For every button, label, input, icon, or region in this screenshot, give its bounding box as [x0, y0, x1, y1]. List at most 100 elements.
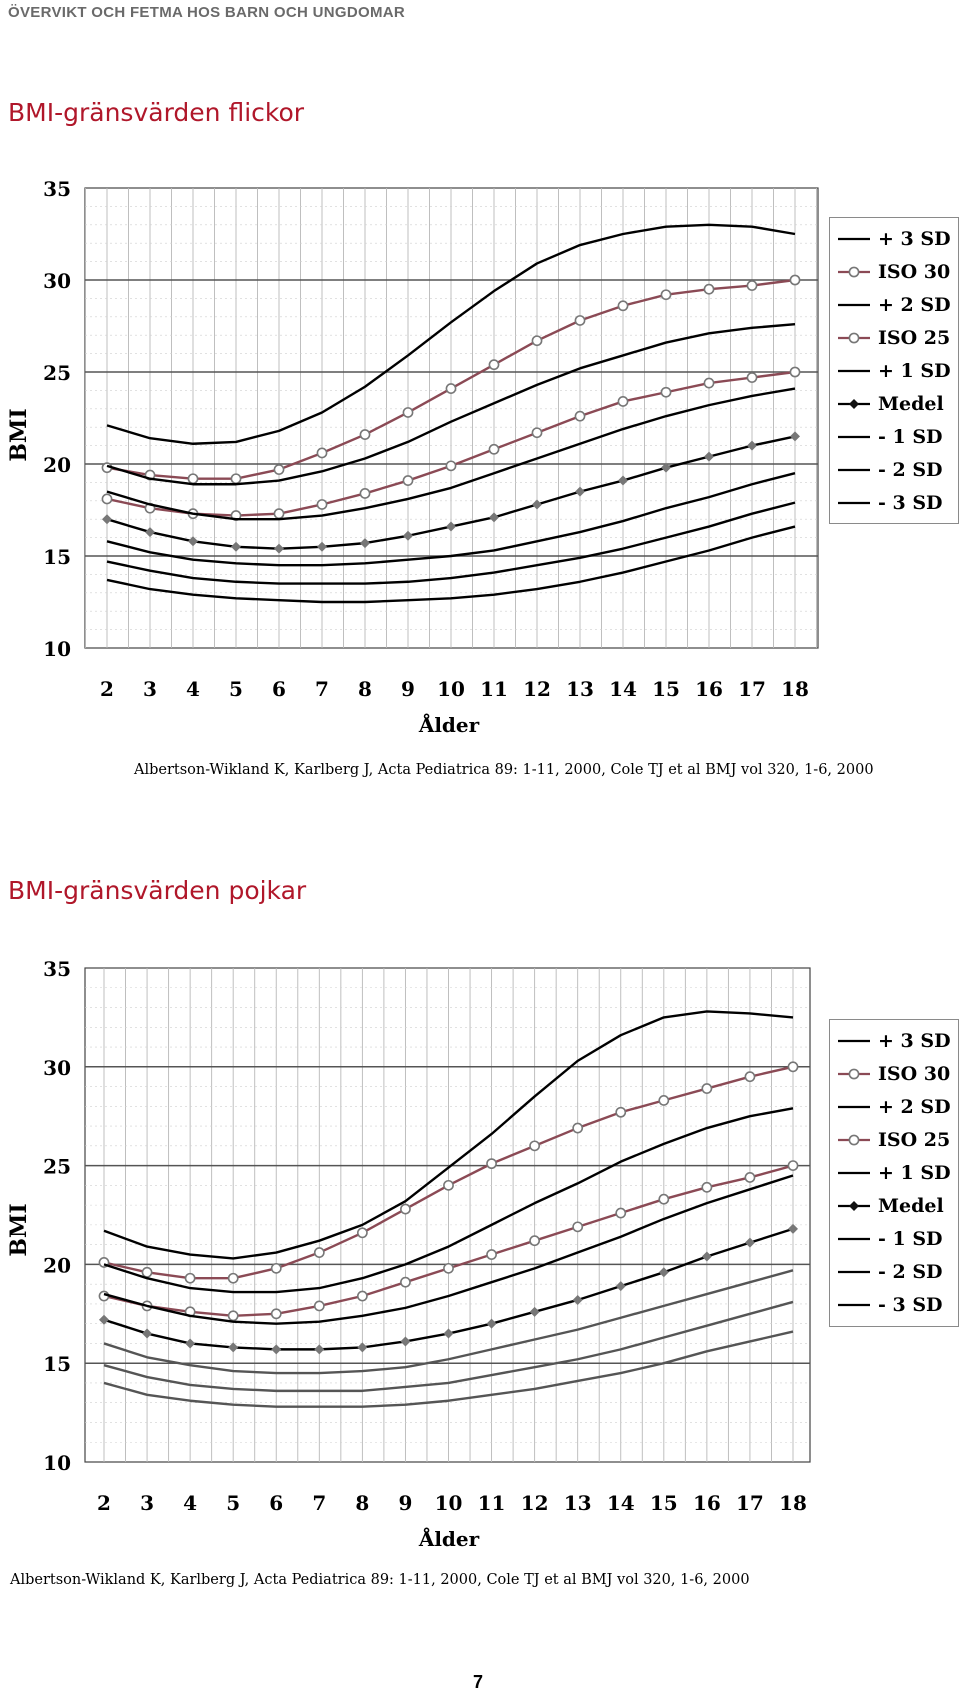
data-point: [270, 1262, 282, 1274]
x-tick-label: 12: [523, 677, 551, 701]
series-iso-30: [101, 274, 801, 485]
series-line: [103, 1269, 794, 1375]
data-point: [227, 1310, 239, 1322]
y-tick-label: 25: [43, 1155, 71, 1179]
data-point: [660, 289, 672, 301]
x-tick-label: 11: [480, 677, 508, 701]
legend-label: + 3 SD: [878, 1030, 951, 1052]
y-tick-label: 10: [43, 1451, 71, 1475]
data-point: [574, 315, 586, 326]
series-3-sd: [103, 1330, 794, 1408]
data-point: [356, 1227, 368, 1239]
data-point: [313, 1300, 325, 1312]
source-citation-boys: Albertson-Wikland K, Karlberg J, Acta Pe…: [10, 1572, 750, 1588]
data-point: [314, 1344, 325, 1355]
legend-swatch: [838, 1134, 870, 1146]
data-point: [618, 475, 628, 486]
series-1-sd: [103, 1269, 794, 1375]
data-point: [615, 1106, 627, 1118]
data-point: [488, 443, 500, 455]
data-point: [529, 1306, 540, 1317]
data-point: [661, 462, 671, 473]
series-line: [103, 1107, 794, 1294]
data-point: [273, 464, 285, 475]
x-tick-label: 13: [566, 677, 594, 701]
data-point: [185, 1338, 196, 1349]
x-tick-label: 14: [609, 677, 637, 701]
legend-swatch: [838, 1270, 870, 1274]
legend-item: + 3 SD: [830, 224, 958, 254]
data-point: [402, 407, 414, 418]
x-tick-label: 2: [100, 677, 114, 701]
legend-label: - 2 SD: [878, 1261, 943, 1283]
legend-item: Medel: [830, 1191, 958, 1221]
data-point: [356, 1290, 368, 1302]
x-tick-label: 5: [226, 1491, 240, 1515]
legend-item: - 2 SD: [830, 1257, 958, 1287]
data-point: [142, 1328, 153, 1339]
x-tick-label: 7: [315, 677, 329, 701]
x-tick-label: 10: [437, 677, 465, 701]
grid: [84, 967, 811, 1463]
legend-item: Medel: [830, 389, 958, 419]
data-point: [488, 359, 500, 371]
legend-swatch: [838, 266, 870, 278]
data-point: [489, 512, 499, 523]
legend-label: + 1 SD: [878, 1162, 951, 1184]
legend-item: - 1 SD: [830, 1224, 958, 1254]
x-tick-label: 9: [398, 1491, 412, 1515]
series-2-sd: [103, 1300, 794, 1393]
data-point: [101, 493, 113, 505]
legend-label: ISO 30: [878, 1063, 951, 1085]
data-point: [529, 1235, 541, 1247]
x-tick-label: 8: [358, 677, 372, 701]
data-point: [188, 536, 198, 547]
data-point: [317, 541, 327, 552]
x-tick-label: 18: [779, 1491, 807, 1515]
y-tick-label: 30: [43, 1056, 71, 1080]
data-point: [274, 543, 284, 554]
legend-label: - 3 SD: [878, 1294, 943, 1316]
series-medel: [99, 1223, 798, 1355]
legend-label: + 2 SD: [878, 1096, 951, 1118]
series-medel: [102, 431, 800, 554]
data-point: [701, 1251, 712, 1262]
data-point: [703, 377, 715, 389]
data-point: [790, 431, 800, 442]
data-point: [227, 1272, 239, 1284]
series-iso-25: [98, 1160, 799, 1322]
y-tick-label: 20: [43, 1253, 71, 1277]
y-tick-label: 15: [43, 545, 71, 569]
legend-swatch: [838, 369, 870, 373]
x-tick-label: 6: [269, 1491, 283, 1515]
y-tick-label: 20: [43, 453, 71, 477]
series-line: [106, 223, 796, 445]
legend-item: ISO 25: [830, 323, 958, 353]
legend-label: + 1 SD: [878, 360, 951, 382]
series-3-sd: [106, 223, 796, 445]
data-point: [400, 1276, 411, 1288]
grid: [84, 187, 819, 649]
legend-swatch: [838, 1303, 870, 1307]
data-point: [141, 1266, 153, 1278]
data-point: [102, 514, 112, 525]
y-tick-label: 10: [43, 637, 71, 661]
x-tick-label: 2: [97, 1491, 111, 1515]
data-point: [443, 1262, 454, 1274]
page-number: 7: [473, 1672, 484, 1692]
y-axis-label: BMI: [6, 1203, 32, 1256]
series-line: [103, 1174, 794, 1325]
series-3-sd: [103, 1010, 794, 1260]
x-tick-label: 15: [650, 1491, 678, 1515]
data-point: [660, 386, 672, 398]
data-point: [617, 300, 629, 312]
data-point: [145, 527, 155, 538]
data-point: [316, 447, 328, 459]
data-point: [531, 427, 543, 439]
legend-swatch: [838, 1068, 870, 1080]
data-point: [273, 508, 285, 520]
data-point: [789, 366, 801, 378]
series-2-sd: [103, 1107, 794, 1294]
legend-label: ISO 30: [878, 261, 951, 283]
data-point: [701, 1083, 713, 1094]
